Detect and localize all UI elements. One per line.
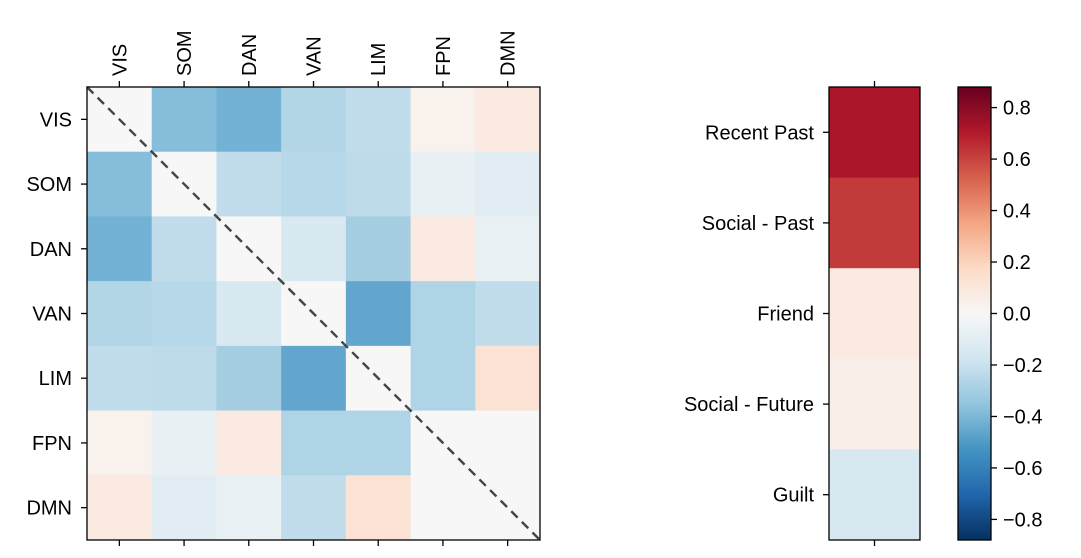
condition-label: Guilt	[773, 485, 815, 507]
matrix-cell-dmn-som	[151, 475, 217, 541]
condition-label: Social - Future	[684, 394, 814, 416]
colorbar-tick-label: 0.0	[1003, 304, 1031, 326]
matrix-cell-vis-dmn	[475, 87, 541, 153]
matrix-cell-som-lim	[345, 151, 412, 217]
diagonal-dashed-line	[86, 86, 541, 541]
column-label-som: SOM	[174, 30, 196, 76]
colorbar-gradient	[957, 86, 992, 541]
colorbar-tick-label: −0.6	[1003, 458, 1042, 480]
matrix-cell-lim-dmn	[475, 345, 541, 412]
matrix-cell-vis-som	[151, 87, 217, 153]
condition-cell-guilt	[829, 449, 920, 541]
condition-label: Friend	[757, 304, 814, 326]
matrix-cell-dmn-van	[281, 475, 347, 541]
condition-cell-friend	[829, 268, 920, 360]
matrix-cell-lim-fpn	[410, 345, 476, 412]
row-label-fpn: FPN	[32, 433, 72, 455]
matrix-cell-vis-lim	[345, 87, 412, 153]
matrix-cell-fpn-lim	[345, 410, 412, 476]
colorbar: 0.8 0.6 0.4 0.2 0.0 −0.2 −0.4 −0.6 −0.8	[957, 86, 1042, 541]
condition-label: Recent Past	[705, 122, 814, 144]
matrix-cell-dmn-lim	[345, 475, 412, 541]
matrix-cell-lim-vis	[87, 345, 153, 412]
matrix-cell-fpn-dmn	[475, 410, 541, 476]
matrix-cell-dan-fpn	[410, 216, 476, 282]
condition-cell-social-past	[829, 177, 920, 269]
matrix-cell-dan-lim	[345, 216, 412, 282]
column-label-dmn: DMN	[498, 30, 520, 76]
colorbar-tick-label: 0.8	[1003, 98, 1031, 120]
network-matrix-heatmap: VIS SOM DAN VAN LIM FPN DMN VIS SOM DAN VAN LIM FPN D…	[26, 30, 541, 546]
column-label-vis: VIS	[109, 44, 131, 76]
condition-label: Social - Past	[702, 213, 815, 235]
matrix-cell-vis-fpn	[410, 87, 476, 153]
matrix-cell-som-dmn	[475, 151, 541, 217]
matrix-cell-van-lim	[345, 281, 412, 347]
condition-heatmap: Recent Past Social - Past Friend Social - F…	[684, 81, 921, 546]
matrix-cell-fpn-dan	[216, 410, 282, 476]
colorbar-tick-label: 0.6	[1003, 149, 1031, 171]
matrix-cell-fpn-van	[281, 410, 347, 476]
colorbar-tick-label: 0.2	[1003, 252, 1031, 274]
row-label-van: VAN	[32, 304, 72, 326]
row-label-dan: DAN	[30, 239, 72, 261]
matrix-cell-lim-dan	[216, 345, 282, 412]
matrix-cell-vis-dan	[216, 87, 282, 153]
row-label-som: SOM	[26, 174, 72, 196]
matrix-cell-dan-dmn	[475, 216, 541, 282]
row-label-vis: VIS	[40, 109, 72, 131]
matrix-cell-dan-som	[151, 216, 217, 282]
matrix-cell-dmn-vis	[87, 475, 153, 541]
matrix-cell-fpn-som	[151, 410, 217, 476]
colorbar-tick-label: −0.2	[1003, 355, 1042, 377]
matrix-cell-van-dmn	[475, 281, 541, 347]
row-label-lim: LIM	[39, 368, 72, 390]
colorbar-tick-label: 0.4	[1003, 201, 1031, 223]
matrix-cell-dan-van	[281, 216, 347, 282]
matrix-cell-van-vis	[87, 281, 153, 347]
matrix-cell-dmn-dmn	[475, 475, 541, 541]
matrix-cell-som-van	[281, 151, 347, 217]
condition-cell-recent-past	[829, 87, 920, 179]
condition-cell-social-future	[829, 358, 920, 450]
matrix-cell-van-som	[151, 281, 217, 347]
column-label-van: VAN	[304, 36, 326, 76]
matrix-cell-van-fpn	[410, 281, 476, 347]
matrix-cell-lim-som	[151, 345, 217, 412]
colorbar-tick-label: −0.8	[1003, 509, 1042, 531]
matrix-cell-fpn-vis	[87, 410, 153, 476]
matrix-cell-lim-van	[281, 345, 347, 412]
matrix-cell-van-dan	[216, 281, 282, 347]
matrix-cell-dan-vis	[87, 216, 153, 282]
column-label-dan: DAN	[239, 34, 261, 76]
colorbar-tick-label: −0.4	[1003, 406, 1042, 428]
column-label-lim: LIM	[368, 43, 390, 76]
matrix-cell-som-dan	[216, 151, 282, 217]
matrix-cell-som-vis	[87, 151, 153, 217]
column-label-fpn: FPN	[433, 36, 455, 76]
row-label-dmn: DMN	[26, 498, 72, 520]
matrix-cell-som-fpn	[410, 151, 476, 217]
matrix-cell-vis-van	[281, 87, 347, 153]
matrix-cell-dmn-dan	[216, 475, 282, 541]
matrix-cell-dmn-fpn	[410, 475, 476, 541]
